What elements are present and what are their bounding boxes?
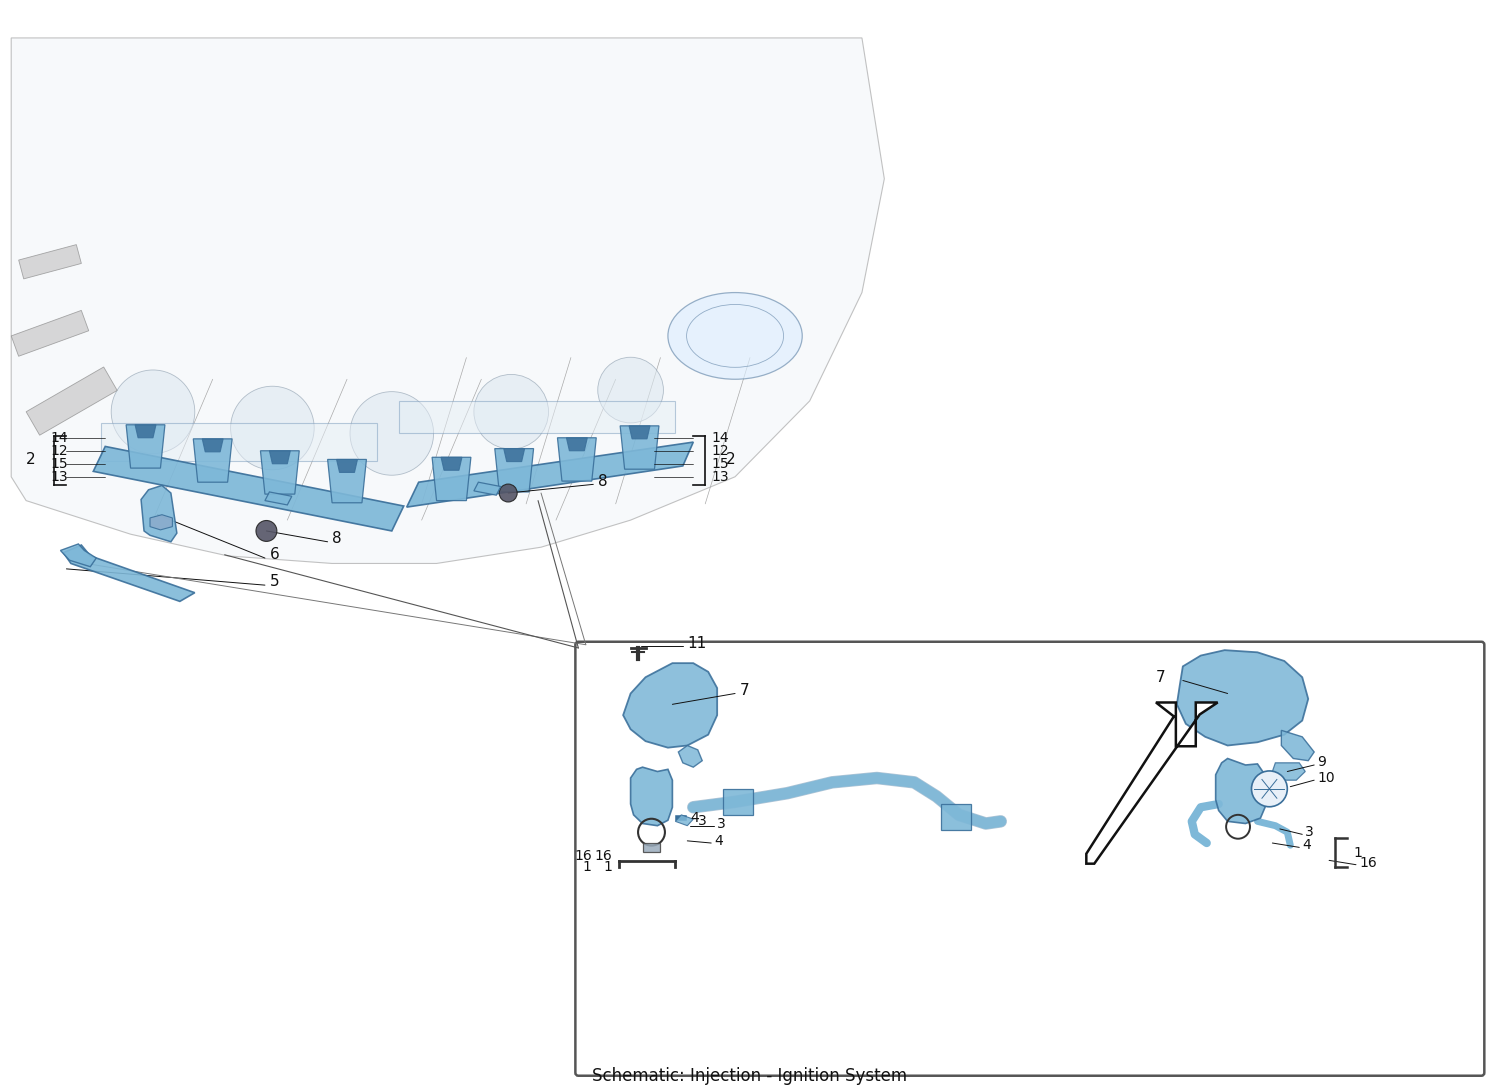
Circle shape [256,521,278,541]
Text: 16: 16 [596,849,612,862]
Polygon shape [567,438,588,451]
Text: 16: 16 [1359,856,1377,869]
Ellipse shape [668,293,802,379]
Polygon shape [630,767,672,825]
Bar [26,367,117,436]
Text: 6: 6 [270,548,279,562]
Polygon shape [1281,731,1314,761]
Bar [399,401,675,433]
Polygon shape [1178,650,1308,746]
Circle shape [1251,771,1287,807]
Text: 4: 4 [1302,839,1311,853]
Polygon shape [474,482,501,495]
FancyBboxPatch shape [576,641,1485,1076]
Circle shape [598,357,663,423]
Polygon shape [620,426,658,469]
Polygon shape [675,815,693,825]
Polygon shape [678,746,702,767]
Polygon shape [150,515,172,530]
Polygon shape [261,451,300,494]
Polygon shape [141,486,177,542]
Polygon shape [940,804,970,830]
Polygon shape [270,451,291,464]
Bar [18,245,81,279]
Text: 12: 12 [51,444,68,457]
Text: 2: 2 [26,452,36,467]
Text: 7: 7 [1156,670,1166,685]
Text: 12: 12 [711,444,729,457]
Circle shape [231,387,314,469]
Text: 8: 8 [332,531,342,546]
Text: 16: 16 [574,849,592,862]
Polygon shape [723,788,753,815]
Polygon shape [628,426,650,439]
Text: 5: 5 [270,574,279,589]
Text: 14: 14 [711,431,729,444]
Polygon shape [1272,762,1305,780]
Text: 3: 3 [717,817,726,831]
Text: 15: 15 [51,456,68,470]
Text: 1: 1 [604,860,612,873]
Polygon shape [327,460,366,503]
Polygon shape [406,442,693,507]
Circle shape [111,370,195,453]
Text: 3: 3 [1305,825,1314,840]
Text: Schematic: Injection - Ignition System: Schematic: Injection - Ignition System [592,1067,908,1086]
Text: 9: 9 [1317,755,1326,769]
Polygon shape [441,457,462,470]
Text: 11: 11 [687,636,706,651]
Text: 3: 3 [698,815,706,829]
Text: 1: 1 [584,860,592,873]
Bar [10,310,88,356]
Polygon shape [63,544,195,601]
Polygon shape [1086,702,1218,864]
Text: 4: 4 [714,834,723,848]
Polygon shape [432,457,471,501]
Polygon shape [642,843,660,852]
Text: 7: 7 [740,683,748,698]
Polygon shape [495,449,534,492]
Text: 15: 15 [711,456,729,470]
Bar [100,423,376,461]
Circle shape [500,485,517,502]
Text: 13: 13 [711,469,729,484]
Circle shape [350,392,433,475]
Polygon shape [336,460,357,473]
Text: 10: 10 [1317,771,1335,785]
Text: 8: 8 [598,474,608,489]
Polygon shape [10,38,885,563]
Circle shape [474,375,549,449]
Polygon shape [558,438,597,481]
Text: 14: 14 [51,431,68,444]
Polygon shape [504,449,525,462]
Text: 4: 4 [690,811,699,825]
Polygon shape [194,439,232,482]
Polygon shape [60,544,96,566]
Text: 1: 1 [1353,846,1362,860]
Polygon shape [135,425,156,438]
Polygon shape [126,425,165,468]
Polygon shape [1215,759,1266,823]
Polygon shape [266,492,292,505]
Polygon shape [93,446,404,531]
Polygon shape [202,439,223,452]
Polygon shape [622,663,717,748]
Text: 2: 2 [726,452,735,467]
Text: 13: 13 [51,469,68,484]
